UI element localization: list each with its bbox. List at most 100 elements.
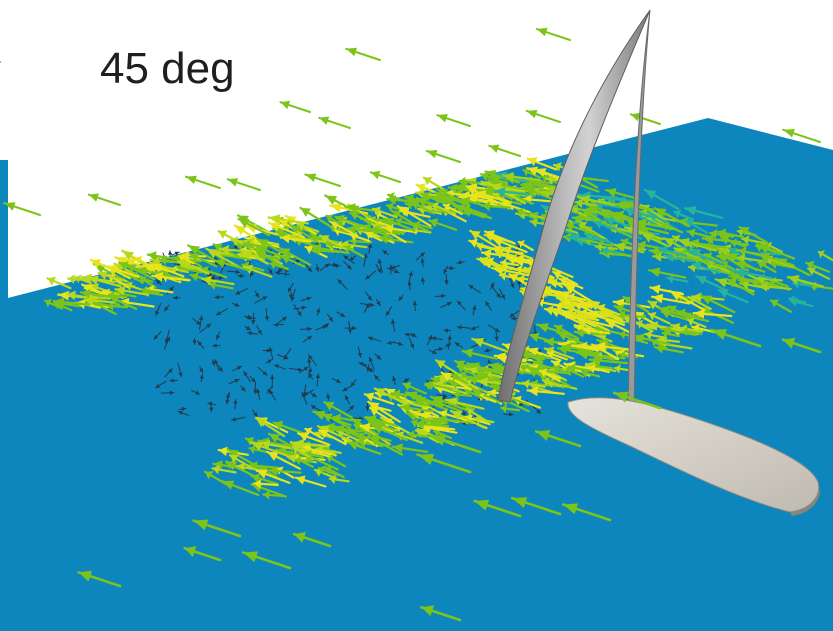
vector-arrowhead: [423, 177, 433, 186]
vector-arrowhead: [721, 261, 729, 270]
vector-arrowhead: [147, 251, 157, 261]
vector-arrowhead: [253, 412, 258, 417]
vector-arrowhead: [295, 475, 306, 485]
vector-arrowhead: [195, 320, 201, 325]
vector-arrowhead: [598, 309, 608, 319]
vector-arrowhead: [579, 194, 590, 205]
vector-arrowhead: [156, 279, 161, 285]
vector-arrowhead: [457, 325, 462, 330]
vector-arrowhead: [365, 274, 371, 280]
vector-arrowhead: [213, 460, 223, 470]
vector-arrowhead: [614, 391, 629, 403]
vector-arrowhead: [290, 441, 301, 451]
vector-arrowhead: [671, 323, 681, 333]
vector-arrowhead: [168, 368, 173, 374]
vector-arrowhead: [498, 353, 507, 364]
vector-arrowhead: [247, 331, 252, 336]
vector-arrowhead: [310, 232, 319, 241]
vector-arrowhead: [710, 229, 718, 239]
vector-arrowhead: [195, 390, 201, 395]
vector-arrowhead: [408, 430, 415, 440]
vector-arrowhead: [277, 267, 282, 272]
vector-arrowhead: [307, 336, 312, 341]
vector-arrowhead: [78, 570, 93, 582]
vector-arrowhead: [595, 341, 606, 352]
vector-arrowhead: [268, 269, 273, 275]
vector-arrowhead: [360, 422, 371, 433]
vector-arrowhead: [281, 317, 287, 322]
vector-arrowhead: [84, 285, 92, 295]
vector-arrowhead: [307, 367, 313, 373]
vector-arrowhead: [264, 316, 270, 321]
vector-arrowhead: [324, 402, 335, 411]
vector-arrowhead: [554, 324, 564, 334]
vector-arrowhead: [368, 336, 373, 341]
vector-arrowhead: [346, 47, 358, 57]
vector-arrowhead: [293, 445, 300, 455]
vector-arrowhead: [729, 247, 738, 257]
vector-arrowhead: [734, 268, 747, 278]
vector-arrowhead: [614, 304, 625, 314]
vector-arrowhead: [416, 429, 425, 439]
vector-arrowhead: [398, 296, 403, 301]
vector-arrowhead: [280, 100, 291, 110]
vector-arrowhead: [477, 257, 489, 267]
vector-arrowhead: [152, 272, 164, 282]
vector-arrowhead: [443, 269, 448, 274]
vector-arrowhead: [315, 267, 320, 272]
vector-arrowhead: [313, 410, 326, 420]
vector-arrowhead: [80, 288, 91, 299]
vector-arrowhead: [489, 144, 500, 153]
vector-arrowhead: [740, 279, 750, 290]
vector-arrowhead: [536, 360, 544, 370]
vector-arrowhead: [589, 363, 596, 374]
vector-arrowhead: [739, 227, 750, 236]
vector-arrowhead: [242, 261, 250, 271]
vector-arrowhead: [214, 294, 220, 300]
vector-arrowhead: [45, 298, 52, 308]
vector-arrowhead: [238, 273, 243, 279]
vector-arrowhead: [188, 245, 201, 255]
vector-arrowhead: [614, 200, 627, 211]
vector-arrowhead: [457, 364, 466, 374]
vector-arrowhead: [58, 290, 70, 301]
vector-arrowhead: [470, 366, 478, 376]
vector-arrowhead: [392, 443, 404, 453]
vector-arrowhead: [649, 267, 661, 278]
vector-arrowhead: [316, 308, 321, 313]
vector-arrowhead: [273, 322, 279, 327]
vector-arrowhead: [591, 344, 602, 353]
vector-arrowhead: [405, 194, 415, 204]
vector-arrowhead: [553, 271, 563, 280]
vector-arrowhead: [474, 414, 481, 425]
vector-arrowhead: [347, 441, 359, 451]
vector-arrowhead: [388, 192, 395, 202]
vector-arrowhead: [433, 399, 444, 409]
vector-arrowhead: [283, 354, 288, 360]
vector-arrowhead: [471, 326, 476, 331]
vector-arrowhead: [268, 433, 280, 443]
vector-arrowhead: [544, 337, 555, 347]
vector-arrowhead: [216, 311, 221, 316]
vector-arrowhead: [532, 179, 544, 190]
vector-arrowhead: [472, 305, 477, 310]
vector-arrowhead: [420, 258, 425, 263]
vector-arrowhead: [692, 292, 702, 303]
vector-arrowhead: [447, 335, 452, 340]
vector-arrowhead: [523, 187, 536, 197]
vector-arrowhead: [54, 297, 65, 307]
vector-arrowhead: [287, 453, 297, 464]
vector-arrowhead: [468, 376, 479, 386]
vector-arrowhead: [645, 330, 653, 340]
vector-arrowhead: [324, 263, 330, 268]
vector-arrowhead: [319, 116, 330, 125]
vector-arrowhead: [602, 246, 609, 256]
vector-arrowhead: [485, 185, 493, 196]
vector-arrowhead: [693, 309, 705, 319]
vector-arrowhead: [206, 323, 211, 329]
vector-arrowhead: [742, 235, 750, 245]
vector-arrowhead: [124, 281, 133, 291]
vector-arrowhead: [551, 360, 561, 370]
vector-arrowhead: [218, 446, 228, 457]
vector-arrowhead: [298, 367, 303, 372]
